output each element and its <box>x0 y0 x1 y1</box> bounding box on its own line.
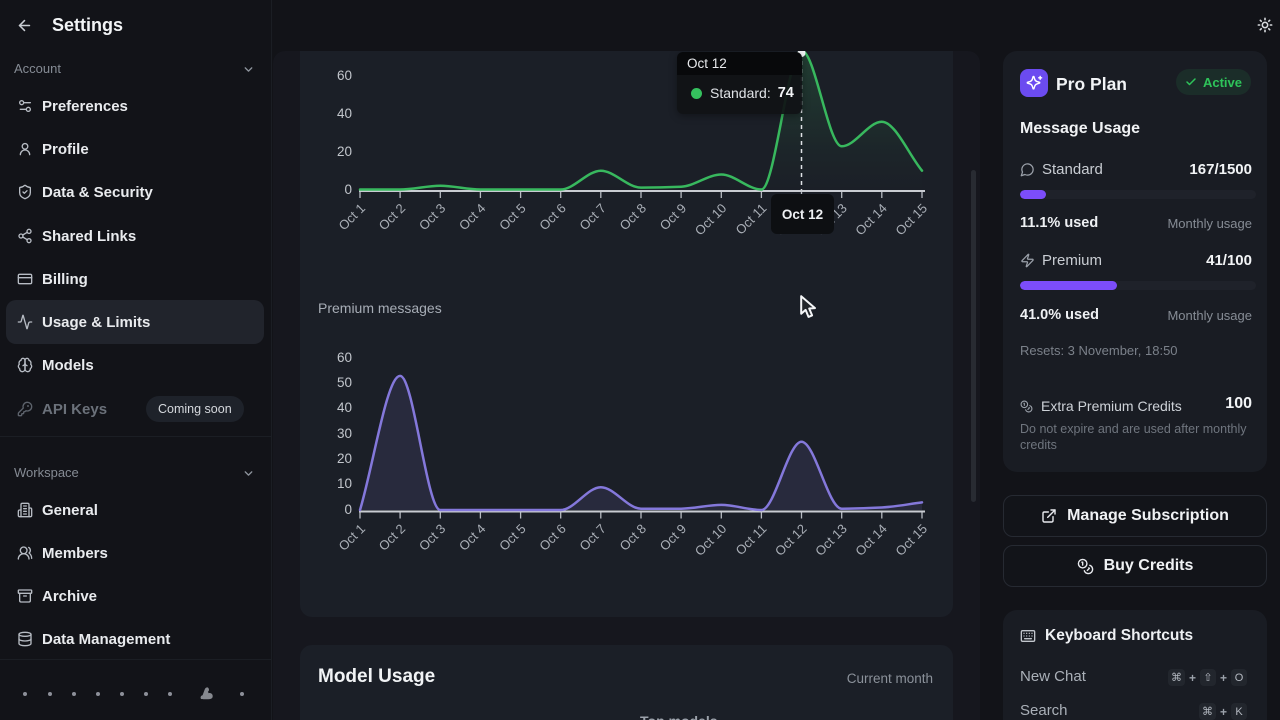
svg-text:50: 50 <box>337 375 352 390</box>
svg-text:0: 0 <box>344 502 352 517</box>
svg-text:Oct 7: Oct 7 <box>576 201 609 234</box>
svg-text:Oct 12: Oct 12 <box>772 521 810 559</box>
svg-text:20: 20 <box>337 451 352 466</box>
svg-text:Oct 14: Oct 14 <box>852 201 890 239</box>
svg-text:Oct 13: Oct 13 <box>812 521 850 559</box>
svg-text:Oct 10: Oct 10 <box>692 201 730 239</box>
svg-text:30: 30 <box>337 426 352 441</box>
svg-text:Oct 8: Oct 8 <box>617 201 650 234</box>
svg-text:Oct 1: Oct 1 <box>336 201 369 234</box>
svg-text:Oct 8: Oct 8 <box>617 521 650 554</box>
svg-text:60: 60 <box>337 68 352 83</box>
svg-text:Oct 2: Oct 2 <box>376 521 409 554</box>
svg-text:Oct 2: Oct 2 <box>376 201 409 234</box>
svg-text:60: 60 <box>337 350 352 365</box>
svg-text:Oct 6: Oct 6 <box>536 201 569 234</box>
svg-text:Oct 9: Oct 9 <box>657 201 690 234</box>
svg-text:Oct 11: Oct 11 <box>733 201 770 238</box>
svg-text:40: 40 <box>337 400 352 415</box>
svg-text:Oct 15: Oct 15 <box>892 201 930 239</box>
svg-text:Oct 10: Oct 10 <box>692 521 730 559</box>
svg-text:40: 40 <box>337 106 352 121</box>
svg-text:Oct 7: Oct 7 <box>576 521 609 554</box>
svg-text:Oct 6: Oct 6 <box>536 521 569 554</box>
svg-text:Premium messages: Premium messages <box>318 300 442 316</box>
svg-text:Oct 3: Oct 3 <box>416 521 449 554</box>
svg-text:10: 10 <box>337 476 352 491</box>
svg-text:Oct 11: Oct 11 <box>733 521 770 558</box>
svg-text:20: 20 <box>337 144 352 159</box>
svg-text:Oct 9: Oct 9 <box>657 521 690 554</box>
svg-text:Oct 4: Oct 4 <box>456 521 489 554</box>
svg-text:Oct 3: Oct 3 <box>416 201 449 234</box>
svg-text:Oct 15: Oct 15 <box>892 521 930 559</box>
svg-text:Oct 14: Oct 14 <box>852 521 890 559</box>
svg-text:Oct 1: Oct 1 <box>336 521 369 554</box>
svg-text:Oct 4: Oct 4 <box>456 201 489 234</box>
svg-text:Oct 5: Oct 5 <box>496 201 529 234</box>
svg-text:Oct 5: Oct 5 <box>496 521 529 554</box>
svg-text:0: 0 <box>344 182 352 197</box>
